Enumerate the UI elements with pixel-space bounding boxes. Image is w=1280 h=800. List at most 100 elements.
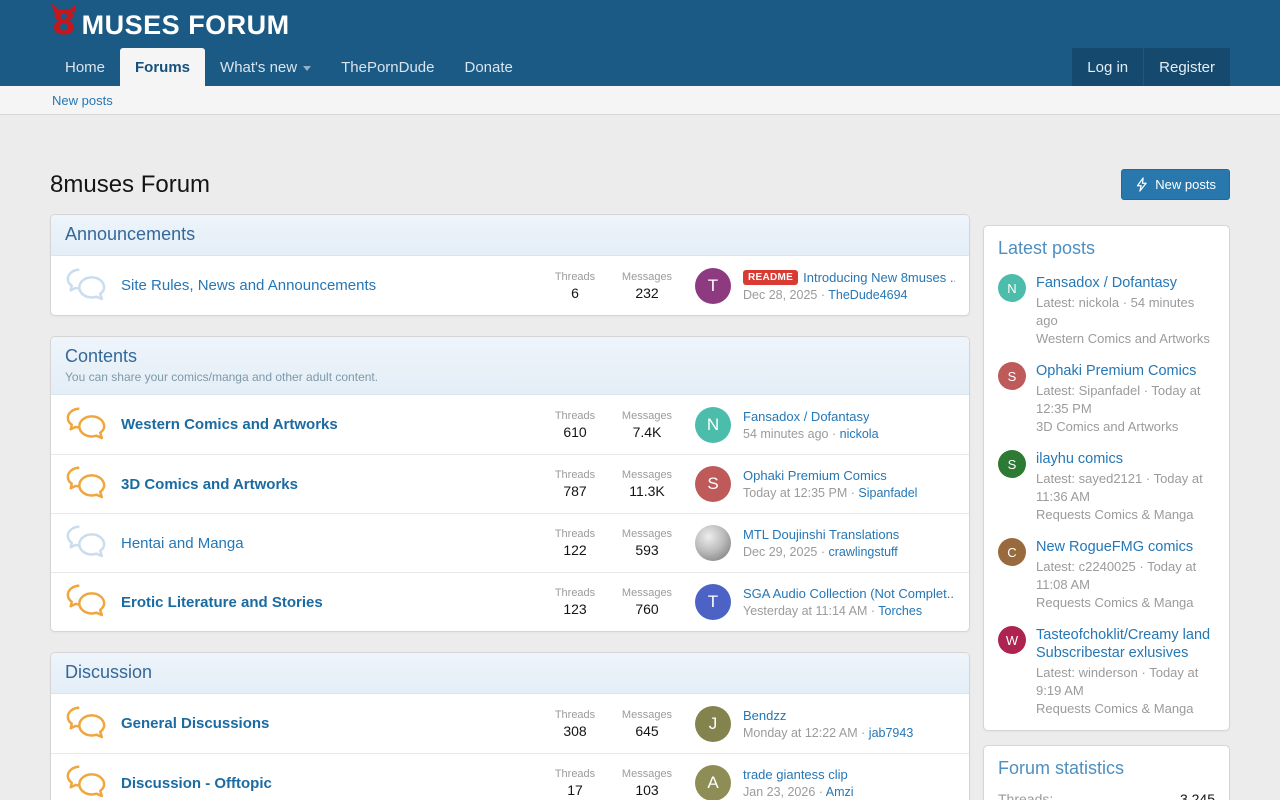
forum-bubbles-icon [65,581,107,623]
category-discussion: Discussion General Discussions Threads 3… [50,652,970,800]
forum-link[interactable]: Hentai and Manga [121,534,244,552]
messages-stat: Messages 760 [621,587,673,617]
category-header[interactable]: Discussion [51,653,969,694]
forum-link[interactable]: Erotic Literature and Stories [121,593,323,611]
avatar[interactable]: T [695,267,731,304]
thread-link[interactable]: Fansadox / Dofantasy [1036,275,1178,291]
forum-link[interactable]: Western Comics and Artworks [121,416,338,433]
readme-badge: README [743,269,799,285]
site-logo[interactable]: 8 MUSES FORUM [49,1,290,41]
messages-stat: Messages 11.3K [621,469,673,499]
nav-tab-theporndude[interactable]: ThePornDude [341,58,435,76]
forum-statistics-widget: Forum statistics Threads: 3,245 Messages… [983,745,1230,800]
nav-tab-donate[interactable]: Donate [464,58,513,76]
main-nav: Home Forums What's new ThePornDude Donat… [50,48,528,86]
avatar[interactable]: C [998,538,1026,566]
threads-stat: Threads 123 [554,587,596,617]
avatar[interactable]: N [998,274,1026,302]
latest-thread-info: README Introducing New 8muses ... Dec 28… [743,269,955,302]
forum-name-link[interactable]: Requests Comics & Manga [1036,701,1194,717]
stat-row: Threads: 3,245 [998,791,1215,800]
latest-thread-link[interactable]: Ophaki Premium Comics [743,468,887,483]
latest-post-item: S Ophaki Premium Comics Latest: Sipanfad… [984,355,1229,443]
forum-link[interactable]: Discussion - Offtopic [121,774,272,792]
forum-bubbles-icon [65,703,107,745]
page-title: 8muses Forum [50,170,211,198]
threads-stat: Threads 17 [554,768,596,798]
auth-nav: Log in Register [1072,48,1230,86]
latest-thread-link[interactable]: SGA Audio Collection (Not Complet... [743,586,955,601]
widget-title: Latest posts [998,238,1096,258]
thread-link[interactable]: ilayhu comics [1036,451,1124,467]
register-button[interactable]: Register [1143,48,1230,86]
latest-thread-info: Fansadox / Dofantasy 54 minutes ago · ni… [743,408,879,441]
login-button[interactable]: Log in [1087,58,1129,76]
latest-thread-link[interactable]: Introducing New 8muses ... [803,269,955,285]
forum-row: General Discussions Threads 308 Messages… [51,694,969,753]
latest-post-item: C New RogueFMG comics Latest: c2240025 ·… [984,531,1229,619]
avatar[interactable] [695,525,731,561]
avatar[interactable]: S [998,362,1026,390]
category-description: You can share your comics/manga and othe… [65,370,379,384]
latest-thread-link[interactable]: Bendzz [743,707,787,723]
latest-meta: Latest: sayed2121 · Today at 11:36 AM [1036,471,1203,505]
latest-user-link[interactable]: TheDude4694 [828,287,908,302]
latest-thread-link[interactable]: trade giantess clip [743,767,848,782]
latest-post-item: S ilayhu comics Latest: sayed2121 · Toda… [984,443,1229,531]
nav-tab-whats-new[interactable]: What's new [205,48,326,86]
latest-meta: Latest: Sipanfadel · Today at 12:35 PM [1036,383,1201,417]
forum-row: Site Rules, News and Announcements Threa… [51,256,969,315]
latest-meta: Latest: c2240025 · Today at 11:08 AM [1036,559,1197,593]
latest-meta: Latest: winderson · Today at 9:19 AM [1036,665,1199,699]
forum-row: Hentai and Manga Threads 122 Messages 59… [51,513,969,572]
forum-name-link[interactable]: 3D Comics and Artworks [1036,419,1179,434]
forum-name-link[interactable]: Requests Comics & Manga [1036,595,1194,610]
forum-link[interactable]: 3D Comics and Artworks [121,475,298,493]
avatar[interactable]: J [695,705,731,742]
latest-user-link[interactable]: Amzi [825,785,854,799]
latest-user-link[interactable]: jab7943 [868,725,914,740]
messages-stat: Messages 103 [621,768,673,798]
avatar[interactable]: S [998,450,1026,478]
avatar[interactable]: N [695,406,731,443]
widget-title: Forum statistics [998,758,1125,779]
forum-row: Erotic Literature and Stories Threads 12… [51,572,969,631]
thread-link[interactable]: New RogueFMG comics [1036,539,1194,555]
messages-stat: Messages 645 [621,708,673,739]
messages-stat: Messages 232 [621,270,673,301]
latest-user-link[interactable]: Sipanfadel [858,486,918,500]
latest-meta: Latest: nickola · 54 minutes ago [1036,295,1195,329]
forum-link[interactable]: General Discussions [121,715,270,732]
subnav-new-posts-link[interactable]: New posts [52,92,113,108]
nav-tab-forums[interactable]: Forums [120,48,206,86]
threads-stat: Threads 610 [554,409,596,440]
forum-link[interactable]: Site Rules, News and Announcements [121,277,377,294]
lightning-bolt-icon [1137,177,1147,192]
thread-link[interactable]: Ophaki Premium Comics [1036,363,1197,379]
avatar[interactable]: W [998,626,1026,654]
latest-post-item: N Fansadox / Dofantasy Latest: nickola ·… [984,267,1229,355]
latest-posts-widget: Latest posts N Fansadox / Dofantasy Late… [983,225,1230,732]
avatar[interactable]: T [695,584,731,620]
latest-user-link[interactable]: Torches [878,604,923,618]
new-posts-button[interactable]: New posts [1121,169,1230,200]
category-header[interactable]: Contents You can share your comics/manga… [51,337,969,395]
messages-stat: Messages 7.4K [621,409,673,440]
forum-row: Discussion - Offtopic Threads 17 Message… [51,753,969,800]
threads-stat: Threads 787 [554,469,596,499]
latest-thread-link[interactable]: Fansadox / Dofantasy [743,408,870,424]
latest-user-link[interactable]: nickola [839,426,879,441]
latest-thread-info: MTL Doujinshi Translations Dec 29, 2025 … [743,527,900,559]
nav-tab-home[interactable]: Home [65,58,106,76]
latest-thread-link[interactable]: MTL Doujinshi Translations [743,527,900,542]
forum-name-link[interactable]: Requests Comics & Manga [1036,507,1194,522]
category-contents: Contents You can share your comics/manga… [50,336,970,632]
category-header[interactable]: Announcements [51,215,969,256]
logo-text: MUSES FORUM [81,9,290,40]
avatar[interactable]: S [695,466,731,502]
latest-user-link[interactable]: crawlingstuff [828,545,898,559]
thread-link[interactable]: Tasteofchoklit/Creamy land Subscribestar… [1036,627,1211,662]
forum-name-link[interactable]: Western Comics and Artworks [1036,331,1210,346]
avatar[interactable]: A [695,765,731,800]
latest-thread-info: Bendzz Monday at 12:22 AM · jab7943 [743,707,914,740]
